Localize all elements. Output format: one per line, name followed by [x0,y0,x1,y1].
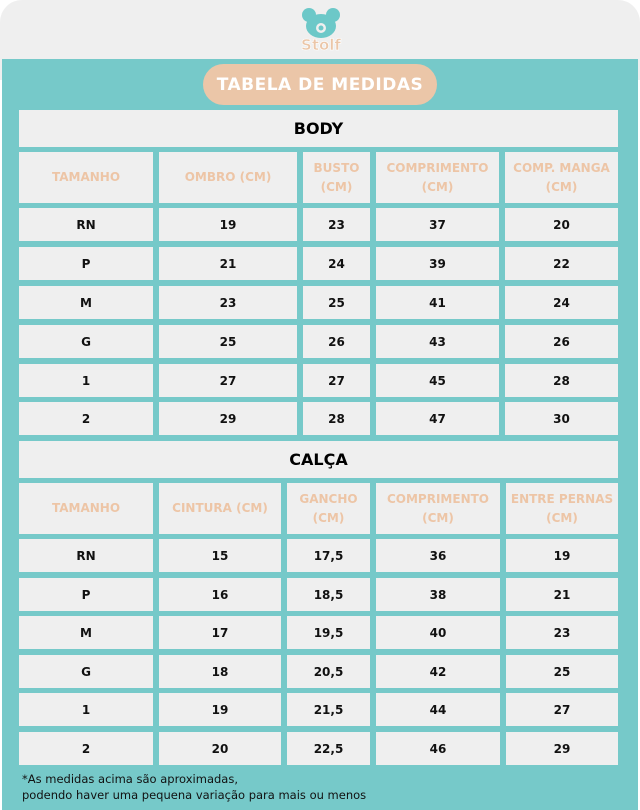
table-row: 1 27 27 45 28 [19,364,618,397]
table-cell: 23 [159,286,297,319]
table-cell: 40 [376,616,500,649]
table-cell: 43 [376,325,499,358]
table-row: RN 15 17,5 36 19 [19,539,618,572]
table-cell: 46 [376,732,500,765]
table-cell: 20 [505,208,618,241]
table-cell: P [19,578,153,611]
table-cell: 19 [506,539,618,572]
table-cell: 16 [159,578,281,611]
table-row: P 16 18,5 38 21 [19,578,618,611]
table-cell: G [19,325,153,358]
table-cell: 18,5 [287,578,370,611]
badge-title: TABELA DE MEDIDAS [203,64,437,105]
svg-text:Stolf: Stolf [301,36,341,54]
table-cell: 19,5 [287,616,370,649]
table-cell: 47 [376,402,499,435]
table-cell: 2 [19,402,153,435]
body-title: BODY [19,110,618,147]
table-cell: 19 [159,208,297,241]
table-cell: 18 [159,655,281,688]
table-cell: 39 [376,247,499,280]
table-cell: 27 [159,364,297,397]
column-header: TAMANHO [19,483,153,534]
table-cell: 29 [159,402,297,435]
table-cell: 23 [506,616,618,649]
table-row: 2 29 28 47 30 [19,402,618,435]
table-cell: 25 [159,325,297,358]
table-row: M 23 25 41 24 [19,286,618,319]
table-cell: 20,5 [287,655,370,688]
table-cell: 22 [505,247,618,280]
table-cell: 28 [505,364,618,397]
table-cell: 2 [19,732,153,765]
table-row: 2 20 22,5 46 29 [19,732,618,765]
table-row: P 21 24 39 22 [19,247,618,280]
calca-header-row: TAMANHO CINTURA (CM) GANCHO (CM) COMPRIMENT… [19,483,618,534]
table-cell: 20 [159,732,281,765]
table-cell: 29 [506,732,618,765]
table-cell: 17 [159,616,281,649]
table-cell: 19 [159,693,281,726]
table-row: 1 19 21,5 44 27 [19,693,618,726]
table-cell: 17,5 [287,539,370,572]
table-cell: RN [19,208,153,241]
column-header: COMPRIMENTO (CM) [376,483,500,534]
table-cell: 21 [506,578,618,611]
logo: Stolf [301,8,342,54]
table-cell: 42 [376,655,500,688]
table-cell: G [19,655,153,688]
table-cell: 15 [159,539,281,572]
table-cell: 26 [505,325,618,358]
table-cell: 30 [505,402,618,435]
table-cell: 38 [376,578,500,611]
footnote: *As medidas acima são aproximadas, poden… [22,771,366,803]
table-cell: 1 [19,693,153,726]
column-header: TAMANHO [19,152,153,203]
table-cell: 22,5 [287,732,370,765]
column-header: COMPRIMENTO (CM) [376,152,499,203]
table-cell: 36 [376,539,500,572]
column-header: GANCHO (CM) [287,483,370,534]
table-cell: 21 [159,247,297,280]
column-header: BUSTO (CM) [303,152,370,203]
calca-title: CALÇA [19,441,618,478]
table-cell: 25 [303,286,370,319]
table-cell: 45 [376,364,499,397]
body-header-row: TAMANHO OMBRO (CM) BUSTO (CM) COMPRIMENTO (… [19,152,618,203]
column-header: COMP. MANGA (CM) [505,152,618,203]
table-cell: 37 [376,208,499,241]
table-cell: RN [19,539,153,572]
table-cell: M [19,616,153,649]
table-cell: 41 [376,286,499,319]
footnote-line: podendo haver uma pequena variação para … [22,788,367,802]
column-header: ENTRE PERNAS (CM) [506,483,618,534]
column-header: CINTURA (CM) [159,483,281,534]
table-row: M 17 19,5 40 23 [19,616,618,649]
table-cell: M [19,286,153,319]
table-cell: P [19,247,153,280]
column-header: OMBRO (CM) [159,152,297,203]
table-cell: 25 [506,655,618,688]
footnote-line: *As medidas acima são aproximadas, [22,772,238,786]
table-row: G 18 20,5 42 25 [19,655,618,688]
table-row: RN 19 23 37 20 [19,208,618,241]
table-cell: 1 [19,364,153,397]
table-cell: 27 [506,693,618,726]
table-cell: 23 [303,208,370,241]
table-row: G 25 26 43 26 [19,325,618,358]
table-cell: 28 [303,402,370,435]
table-cell: 24 [303,247,370,280]
table-cell: 26 [303,325,370,358]
table-cell: 27 [303,364,370,397]
table-cell: 44 [376,693,500,726]
table-cell: 24 [505,286,618,319]
table-cell: 21,5 [287,693,370,726]
